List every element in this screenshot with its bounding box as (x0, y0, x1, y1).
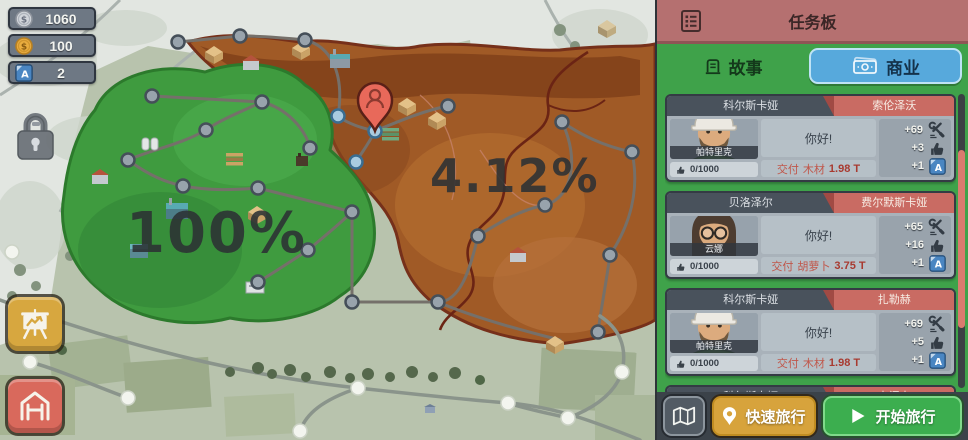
task-board-icon (681, 9, 701, 32)
thumbs-up-icon (677, 360, 685, 368)
action-bar: 快速旅行 开始旅行 (657, 392, 968, 440)
task-panel: 任务板 故事 商业 科尔斯卡娅 索伦泽沃 (655, 0, 968, 440)
permit-counter: A 2 (8, 61, 96, 84)
lock-icon (17, 113, 54, 160)
thumbs-up-icon (931, 336, 944, 349)
delivery-requirement: 交付 木材 1.98 T (761, 354, 876, 371)
region-progress-east: 4.12% (430, 149, 600, 203)
task-message: 你好! (761, 119, 876, 157)
person-name: 云娜 (670, 243, 758, 256)
gold-value: 100 (49, 37, 73, 54)
delivery-requirement: 交付 胡萝卜 3.75 T (761, 257, 876, 274)
chart-easel-icon (21, 309, 49, 340)
permit-icon: A (929, 254, 946, 272)
tab-story-label: 故事 (728, 58, 763, 78)
svg-text:A: A (21, 69, 29, 80)
money-icon (853, 56, 877, 74)
map-fields (0, 335, 655, 440)
task-route: 科尔斯卡娅 索伦泽沃 (667, 96, 954, 116)
person-name: 帕特里克 (670, 340, 758, 353)
tools-icon (928, 218, 945, 236)
tab-business[interactable]: 商业 (809, 48, 962, 84)
map-buildings (91, 20, 616, 413)
fast-travel-label: 快速旅行 (745, 408, 806, 426)
route-to: 扎勒赫 (823, 290, 954, 310)
play-icon (852, 409, 866, 423)
task-message: 你好! (761, 313, 876, 351)
tab-story[interactable]: 故事 (657, 54, 809, 79)
tools-icon (928, 315, 945, 333)
scrollbar-thumb[interactable] (958, 150, 965, 328)
task-card[interactable]: 科尔斯卡娅 扎勒赫 帕特里克 (665, 288, 956, 376)
route-to: 费尔默斯卡娅 (823, 193, 954, 213)
silver-coin-icon: $ (15, 9, 33, 28)
route-from: 科尔斯卡娅 (667, 96, 835, 116)
map-nodes[interactable] (4, 28, 640, 439)
region-east (186, 34, 655, 346)
thumbs-up-icon (677, 166, 685, 174)
start-travel-label: 开始旅行 (875, 408, 936, 426)
svg-text:A: A (935, 162, 943, 173)
svg-text:$: $ (21, 15, 27, 25)
silver-counter: $ 1060 (8, 7, 96, 30)
fast-travel-button[interactable]: 快速旅行 (712, 396, 816, 436)
svg-text:$: $ (21, 42, 27, 52)
task-list: 科尔斯卡娅 索伦泽沃 帕特里克 (665, 88, 956, 440)
task-route: 贝洛泽尔 费尔默斯卡娅 (667, 193, 954, 213)
gold-counter: $ 100 (8, 34, 96, 57)
thumbs-up-icon (677, 263, 685, 271)
world-map[interactable]: 100% 4.12% (0, 0, 655, 440)
avatar-patrick: 帕特里克 (670, 119, 758, 159)
thumbs-up-icon (931, 239, 944, 252)
task-card[interactable]: 科尔斯卡娅 索伦泽沃 帕特里克 (665, 94, 956, 182)
gold-coin-icon: $ (15, 36, 33, 55)
garage-icon (20, 391, 50, 421)
tab-bar: 故事 商业 (657, 44, 968, 88)
thumbs-up-icon (931, 142, 944, 155)
route-from: 科尔斯卡娅 (667, 290, 835, 310)
statistics-button[interactable] (8, 297, 62, 351)
person-name: 帕特里克 (670, 146, 758, 159)
silver-value: 1060 (45, 10, 77, 27)
world-map-button[interactable] (663, 396, 705, 436)
route-to: 索伦泽沃 (823, 96, 954, 116)
start-travel-button[interactable]: 开始旅行 (823, 396, 962, 436)
book-icon (705, 59, 720, 75)
permit-icon: A (929, 351, 946, 369)
likes-counter: 0/1000 (670, 259, 758, 274)
task-message: 你好! (761, 216, 876, 254)
panel-scrollbar[interactable] (958, 94, 965, 388)
svg-text:A: A (935, 259, 943, 270)
route-from: 贝洛泽尔 (667, 193, 835, 213)
avatar-patrick: 帕特里克 (670, 313, 758, 353)
rewards: +69 +5 +1 A (879, 313, 951, 371)
avatar-yunna: 云娜 (670, 216, 758, 256)
panel-title: 任务板 (788, 14, 837, 32)
task-card[interactable]: 贝洛泽尔 费尔默斯卡娅 (665, 191, 956, 279)
task-route: 科尔斯卡娅 扎勒赫 (667, 290, 954, 310)
region-progress-home: 100% (126, 201, 307, 266)
svg-text:A: A (935, 356, 943, 367)
tools-icon (928, 121, 945, 139)
garage-button[interactable] (8, 379, 62, 433)
rewards: +69 +3 +1 A (879, 119, 951, 177)
likes-counter: 0/1000 (670, 162, 758, 177)
tab-business-label: 商业 (886, 58, 920, 78)
likes-counter: 0/1000 (670, 356, 758, 371)
delivery-requirement: 交付 木材 1.98 T (761, 160, 876, 177)
player-pin-icon[interactable] (356, 81, 394, 135)
permit-icon: A (929, 157, 946, 175)
rewards: +65 +16 +1 A (879, 216, 951, 274)
panel-header: 任务板 (657, 0, 968, 44)
permit-icon: A (15, 63, 33, 82)
map-icon (672, 406, 696, 426)
location-pin-icon (723, 406, 737, 425)
resource-counters: $ 1060 $ 100 A 2 (8, 7, 96, 84)
permit-value: 2 (57, 64, 65, 81)
